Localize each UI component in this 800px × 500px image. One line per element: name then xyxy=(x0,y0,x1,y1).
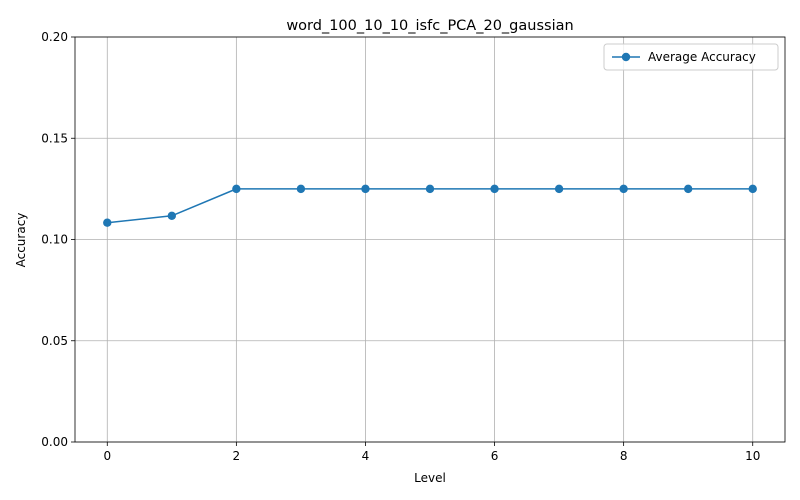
data-point-0-3 xyxy=(296,184,306,194)
x-tick-label-0: 0 xyxy=(103,449,111,463)
series-layer xyxy=(103,184,757,227)
data-point-0-8 xyxy=(619,184,628,194)
y-tick-label-4: 0.20 xyxy=(41,30,68,44)
y-tick-label-1: 0.05 xyxy=(41,334,68,348)
legend-label-0: Average Accuracy xyxy=(648,50,756,64)
legend-box xyxy=(603,43,779,71)
x-tick-label-5: 10 xyxy=(745,449,760,463)
chart-title: word_100_10_10_isfc_PCA_20_gaussian xyxy=(286,18,573,34)
legend: Average Accuracy xyxy=(603,43,779,71)
y-tick-label-0: 0.00 xyxy=(41,435,68,449)
x-tick-label-1: 2 xyxy=(233,449,241,463)
series-line-0 xyxy=(107,188,753,224)
y-tick-label-3: 0.15 xyxy=(41,131,68,145)
x-tick-label-3: 6 xyxy=(491,449,499,463)
data-point-0-2 xyxy=(232,184,241,194)
y-tick-label-2: 0.10 xyxy=(41,233,68,247)
data-point-0-1 xyxy=(167,211,177,221)
y-axis-title: Accuracy xyxy=(14,213,28,268)
x-axis-title: Level xyxy=(414,471,446,485)
data-point-0-4 xyxy=(361,184,370,194)
legend-marker-0 xyxy=(621,52,631,62)
x-tick-label-4: 8 xyxy=(620,449,628,463)
data-point-0-6 xyxy=(490,184,499,194)
data-point-0-5 xyxy=(425,184,435,194)
x-tick-label-2: 4 xyxy=(362,449,370,463)
axes: 0 2 4 6 8 10 0.00 0.05 0.10 0.15 0.20 xyxy=(41,30,786,463)
data-point-0-7 xyxy=(554,184,564,194)
data-point-0-0 xyxy=(103,218,112,227)
data-point-0-9 xyxy=(683,184,693,194)
data-point-0-10 xyxy=(748,184,757,194)
grid xyxy=(75,36,785,443)
